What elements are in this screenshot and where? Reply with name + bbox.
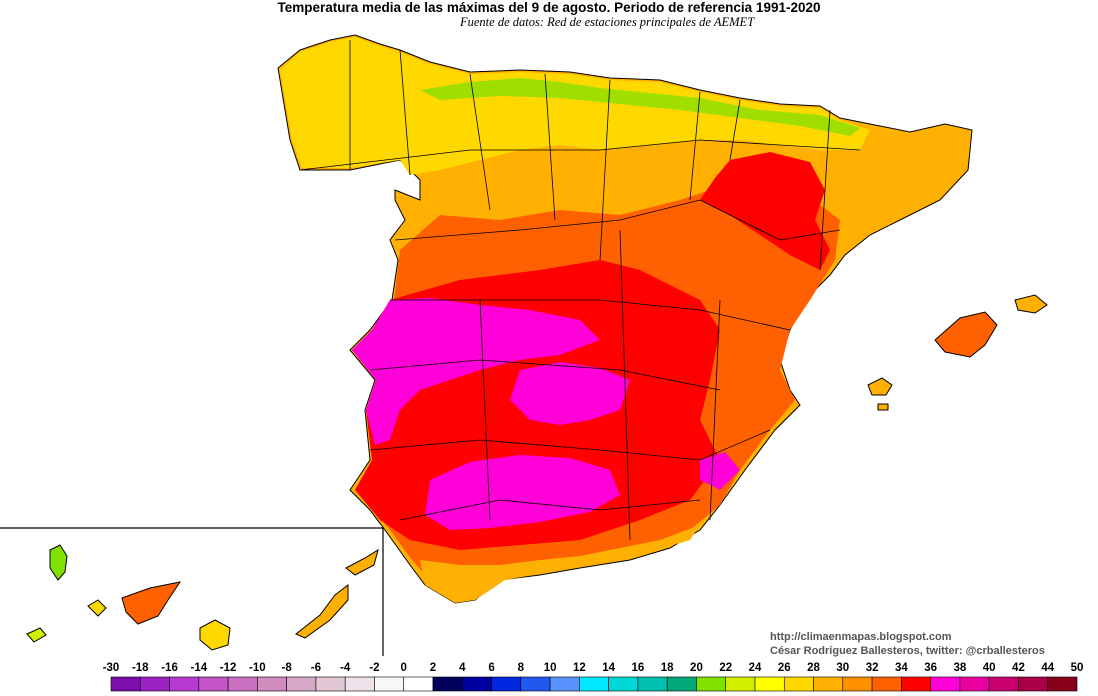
legend-label: -6 <box>311 662 321 674</box>
legend-swatch <box>813 676 844 692</box>
legend-label: 40 <box>983 662 996 674</box>
legend-swatch <box>315 676 346 692</box>
legend-label: 42 <box>1012 662 1025 674</box>
legend-swatch <box>110 676 141 692</box>
legend-label: -14 <box>191 662 208 674</box>
legend-swatch <box>520 676 551 692</box>
legend-swatch <box>871 676 902 692</box>
legend-swatch <box>783 676 814 692</box>
legend-label: -30 <box>103 662 120 674</box>
legend-label: 12 <box>573 662 586 674</box>
legend-label: 24 <box>749 662 762 674</box>
la-palma-island <box>49 544 68 581</box>
legend-swatch <box>491 676 522 692</box>
tenerife-island <box>121 581 182 625</box>
temperature-map <box>0 34 1048 656</box>
legend-label: 30 <box>836 662 849 674</box>
mallorca-island <box>934 311 998 358</box>
legend-swatch <box>579 676 609 692</box>
province-borders <box>299 40 861 541</box>
formentera-island <box>877 403 889 411</box>
legend-label: -12 <box>220 662 237 674</box>
legend-swatch <box>988 676 1019 692</box>
ebro-valley-hot <box>700 152 830 270</box>
legend-label: 16 <box>632 662 645 674</box>
author-credit: César Rodríguez Ballesteros, twitter: @c… <box>770 645 1045 657</box>
north-mild-zone <box>280 37 870 175</box>
map-subtitle: Fuente de datos: Red de estaciones princ… <box>460 15 755 29</box>
legend-label: 34 <box>895 662 908 674</box>
legend-label: -2 <box>369 662 379 674</box>
legend-label: 26 <box>778 662 791 674</box>
legend-swatch <box>403 676 434 692</box>
legend-label: 22 <box>719 662 732 674</box>
la-gomera-island <box>87 599 107 617</box>
legend-label: 28 <box>807 662 820 674</box>
legend-swatch <box>930 676 961 692</box>
legend-label: 32 <box>866 662 879 674</box>
legend-label: -18 <box>132 662 149 674</box>
legend-swatch <box>725 676 756 692</box>
el-hierro-island <box>26 627 47 643</box>
legend-swatch <box>549 676 580 692</box>
legend-label: -10 <box>249 662 266 674</box>
legend-label: 36 <box>924 662 937 674</box>
legend-swatch <box>901 676 931 692</box>
legend-swatch <box>1047 676 1078 692</box>
canary-inset-border <box>0 527 384 656</box>
legend-label: 10 <box>544 662 557 674</box>
legend-label: 18 <box>661 662 674 674</box>
legend-swatch <box>344 676 375 692</box>
map-title: Temperatura media de las máximas del 9 d… <box>277 0 821 15</box>
legend-swatch <box>198 676 229 692</box>
la-mancha-extreme-zone <box>510 362 630 425</box>
legend-swatch <box>139 676 170 692</box>
legend-label: 50 <box>1071 662 1084 674</box>
legend-swatch <box>257 676 287 692</box>
legend-swatch <box>169 676 200 692</box>
legend-labels: -30 -18 -16 -14 -12 -10 -8 -6 -4 -2 0 2 4 6 8 10 12 14 16 1… <box>103 662 1084 674</box>
legend-label: 8 <box>518 662 525 674</box>
legend-label: 38 <box>954 662 967 674</box>
legend-swatch <box>666 676 697 692</box>
galicia-zone <box>282 40 360 165</box>
cantabrian-green-band <box>420 78 860 136</box>
blog-credit: http://climaenmapas.blogspot.com <box>770 631 952 643</box>
legend-swatch <box>842 676 873 692</box>
legend-label: -4 <box>340 662 351 674</box>
gran-canaria-island <box>199 619 231 651</box>
legend-swatch <box>374 676 405 692</box>
legend-label: 4 <box>459 662 466 674</box>
menorca-island <box>1014 294 1048 314</box>
lanzarote-island <box>345 548 379 576</box>
legend-label: -16 <box>161 662 178 674</box>
southeast-extreme-patch <box>700 452 740 490</box>
legend-label: 44 <box>1041 662 1054 674</box>
south-coast-zone <box>420 525 700 603</box>
legend-swatch <box>754 676 785 692</box>
legend-swatches <box>110 676 1078 692</box>
legend-swatch <box>1018 676 1049 692</box>
color-legend: -30 -18 -16 -14 -12 -10 -8 -6 -4 -2 0 2 4 6 8 10 12 14 16 1… <box>103 662 1084 692</box>
legend-swatch <box>696 676 727 692</box>
legend-swatch <box>608 676 639 692</box>
legend-label: 14 <box>602 662 615 674</box>
legend-swatch <box>432 676 463 692</box>
legend-label: 2 <box>430 662 436 674</box>
legend-swatch <box>286 676 317 692</box>
ibiza-island <box>867 377 893 396</box>
legend-swatch <box>461 676 492 692</box>
legend-swatch <box>227 676 258 692</box>
legend-swatch <box>637 676 668 692</box>
fuerteventura-island <box>295 583 349 639</box>
legend-swatch <box>959 676 990 692</box>
guadalquivir-extreme-zone <box>425 455 620 530</box>
extremadura-extreme-zone <box>352 298 600 445</box>
legend-label: 20 <box>690 662 703 674</box>
legend-label: -8 <box>282 662 293 674</box>
legend-label: 0 <box>401 662 407 674</box>
legend-label: 6 <box>488 662 494 674</box>
